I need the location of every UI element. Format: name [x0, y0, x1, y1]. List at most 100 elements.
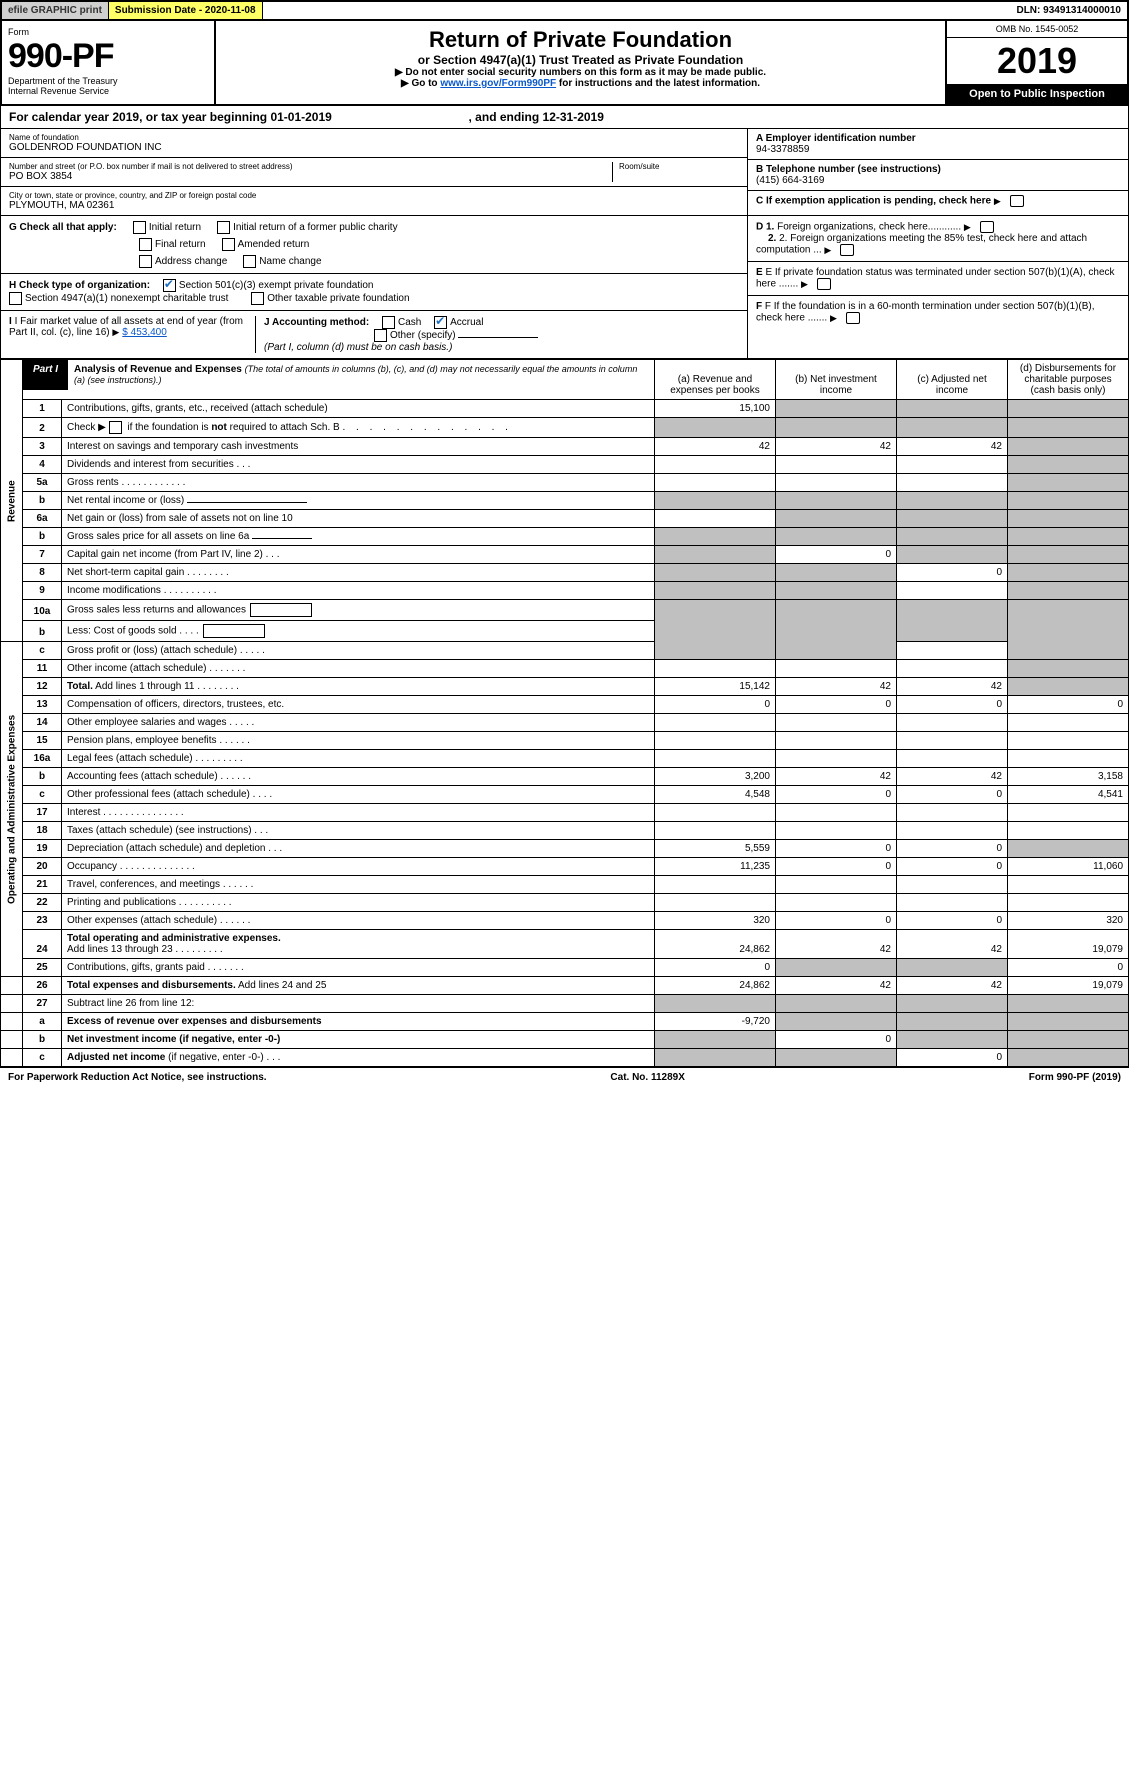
col-b-header: (b) Net investment income	[776, 360, 897, 400]
f-cell: F F If the foundation is in a 60-month t…	[748, 296, 1128, 329]
line27b-b: 0	[776, 1031, 897, 1049]
note-link: ▶ Go to www.irs.gov/Form990PF for instru…	[226, 78, 935, 89]
h-501c3-check[interactable]	[163, 279, 176, 292]
line-27b: Net investment income (if negative, ente…	[62, 1031, 655, 1049]
line2-check[interactable]	[109, 421, 122, 434]
g-amended-check[interactable]	[222, 238, 235, 251]
line-5a: Gross rents . . . . . . . . . . . .	[62, 474, 655, 492]
j-accrual-check[interactable]	[434, 316, 447, 329]
line-6b: Gross sales price for all assets on line…	[62, 528, 655, 546]
line20-d: 11,060	[1008, 858, 1129, 876]
line16b-b: 42	[776, 768, 897, 786]
line-16c: Other professional fees (attach schedule…	[62, 786, 655, 804]
line-21: Travel, conferences, and meetings . . . …	[62, 876, 655, 894]
line24-a: 24,862	[655, 930, 776, 959]
line-15: Pension plans, employee benefits . . . .…	[62, 732, 655, 750]
header-left: Form 990-PF Department of the Treasury I…	[2, 21, 216, 104]
line23-b: 0	[776, 912, 897, 930]
line3-a: 42	[655, 438, 776, 456]
ghij-section: G Check all that apply: Initial return I…	[0, 216, 1129, 359]
address: PO BOX 3854	[9, 171, 612, 182]
line16b-c: 42	[897, 768, 1008, 786]
line-6a: Net gain or (loss) from sale of assets n…	[62, 510, 655, 528]
submission-date: Submission Date - 2020-11-08	[109, 2, 263, 19]
line-3: Interest on savings and temporary cash i…	[62, 438, 655, 456]
col-d-header: (d) Disbursements for charitable purpose…	[1008, 360, 1129, 400]
cal-end: , and ending 12-31-2019	[469, 110, 604, 124]
efile-button[interactable]: efile GRAPHIC print	[2, 2, 109, 19]
j-other-check[interactable]	[374, 329, 387, 342]
g-initial-check[interactable]	[133, 221, 146, 234]
line16b-d: 3,158	[1008, 768, 1129, 786]
g-opt5: Address change	[155, 256, 227, 267]
irs-link[interactable]: www.irs.gov/Form990PF	[440, 78, 556, 89]
line16c-b: 0	[776, 786, 897, 804]
g-address-check[interactable]	[139, 255, 152, 268]
phone-cell: B Telephone number (see instructions) (4…	[748, 160, 1128, 191]
name-label: Name of foundation	[9, 133, 739, 142]
ein-value: 94-3378859	[756, 144, 1120, 155]
form-ref: Form 990-PF (2019)	[1029, 1072, 1121, 1083]
d2-text: 2. Foreign organizations meeting the 85%…	[756, 233, 1087, 256]
line16c-a: 4,548	[655, 786, 776, 804]
line16c-d: 4,541	[1008, 786, 1129, 804]
open-to-public: Open to Public Inspection	[947, 84, 1127, 104]
g-initial-former-check[interactable]	[217, 221, 230, 234]
foundation-name: GOLDENROD FOUNDATION INC	[9, 142, 739, 153]
g-name-check[interactable]	[243, 255, 256, 268]
line24-c: 42	[897, 930, 1008, 959]
form-number: 990-PF	[8, 37, 208, 76]
j-cash-check[interactable]	[382, 316, 395, 329]
i-value[interactable]: $ 453,400	[122, 327, 167, 338]
j-accrual: Accrual	[450, 317, 483, 328]
line-7: Capital gain net income (from Part IV, l…	[62, 546, 655, 564]
line13-d: 0	[1008, 696, 1129, 714]
line-11: Other income (attach schedule) . . . . .…	[62, 660, 655, 678]
header-title-block: Return of Private Foundation or Section …	[216, 21, 945, 104]
j-other: Other (specify)	[390, 330, 456, 341]
calendar-year-row: For calendar year 2019, or tax year begi…	[0, 106, 1129, 129]
line25-a: 0	[655, 959, 776, 977]
g-opt3: Final return	[155, 239, 206, 250]
line26-c: 42	[897, 977, 1008, 995]
e-check[interactable]	[817, 278, 831, 290]
f-check[interactable]	[846, 312, 860, 324]
exemption-cell: C If exemption application is pending, c…	[748, 191, 1128, 211]
arrow-icon	[994, 196, 1004, 207]
line19-b: 0	[776, 840, 897, 858]
line19-a: 5,559	[655, 840, 776, 858]
d1-check[interactable]	[980, 221, 994, 233]
g-final-check[interactable]	[139, 238, 152, 251]
d1-text: Foreign organizations, check here.......…	[777, 222, 961, 233]
line7-b: 0	[776, 546, 897, 564]
line27a-a: -9,720	[655, 1013, 776, 1031]
h-opt1: Section 501(c)(3) exempt private foundat…	[179, 280, 374, 291]
header-right: OMB No. 1545-0052 2019 Open to Public In…	[945, 21, 1127, 104]
omb-number: OMB No. 1545-0052	[947, 21, 1127, 38]
c-checkbox[interactable]	[1010, 195, 1024, 207]
d-cell: D 1. Foreign organizations, check here..…	[748, 216, 1128, 262]
h-other-check[interactable]	[251, 292, 264, 305]
line-17: Interest . . . . . . . . . . . . . . .	[62, 804, 655, 822]
line23-d: 320	[1008, 912, 1129, 930]
h-label: H Check type of organization:	[9, 280, 150, 291]
h-4947-check[interactable]	[9, 292, 22, 305]
info-grid: Name of foundation GOLDENROD FOUNDATION …	[0, 129, 1129, 216]
line13-c: 0	[897, 696, 1008, 714]
line26-a: 24,862	[655, 977, 776, 995]
j-cash: Cash	[398, 317, 421, 328]
form-page: efile GRAPHIC print Submission Date - 20…	[0, 0, 1129, 1087]
note2-pre: ▶ Go to	[401, 78, 440, 89]
line24-b: 42	[776, 930, 897, 959]
foundation-name-cell: Name of foundation GOLDENROD FOUNDATION …	[1, 129, 747, 158]
col-c-header: (c) Adjusted net income	[897, 360, 1008, 400]
line-16b: Accounting fees (attach schedule) . . . …	[62, 768, 655, 786]
addr-label: Number and street (or P.O. box number if…	[9, 162, 612, 171]
dln: DLN: 93491314000010	[1010, 2, 1127, 19]
note2-post: for instructions and the latest informat…	[556, 78, 760, 89]
h-row: H Check type of organization: Section 50…	[1, 274, 747, 311]
line-13: Compensation of officers, directors, tru…	[62, 696, 655, 714]
line-9: Income modifications . . . . . . . . . .	[62, 582, 655, 600]
f-text: F If the foundation is in a 60-month ter…	[756, 301, 1095, 324]
d2-check[interactable]	[840, 244, 854, 256]
